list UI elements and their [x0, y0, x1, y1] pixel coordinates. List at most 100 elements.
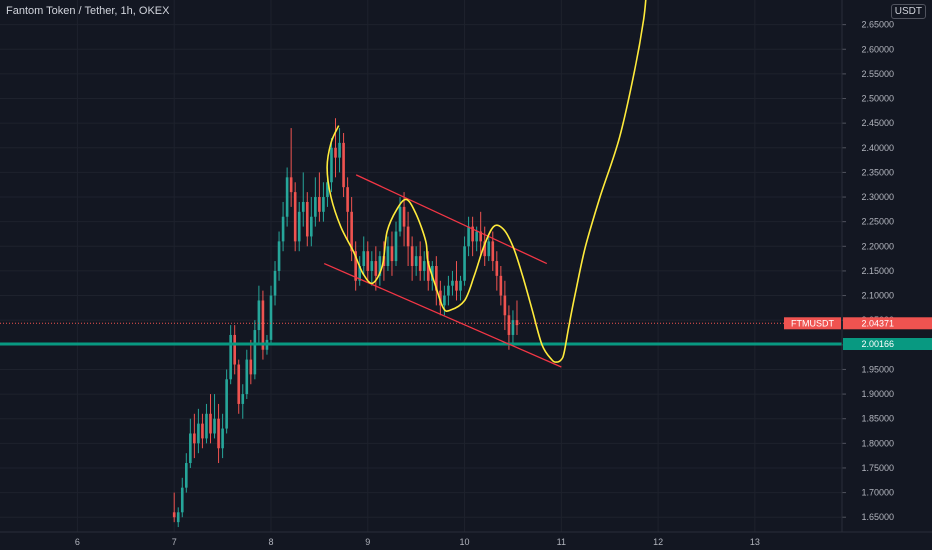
candle-up — [176, 512, 180, 523]
support-tag-bg — [843, 337, 932, 350]
candle-down — [261, 300, 265, 350]
candle-up — [443, 295, 446, 306]
drawings — [0, 0, 842, 368]
candle-down — [293, 192, 297, 242]
y-tick-label: 1.80000 — [861, 438, 894, 448]
candle-up — [422, 261, 426, 271]
y-tick-label: 1.85000 — [861, 414, 894, 424]
y-tick-label: 2.20000 — [861, 241, 894, 251]
candle-up — [245, 359, 249, 395]
candle-up — [467, 226, 470, 247]
candle-up — [310, 216, 313, 237]
candle-down — [318, 197, 321, 212]
last-price-tag-value: 2.04371 — [861, 318, 894, 328]
candle-down — [435, 266, 438, 291]
candle-up — [394, 231, 398, 262]
candle-down — [346, 187, 349, 212]
candle-up — [277, 241, 281, 271]
candle-up — [322, 197, 325, 212]
candle-down — [503, 295, 507, 316]
y-tick-label: 2.60000 — [861, 44, 894, 54]
candle-up — [184, 463, 188, 488]
last-price-tag-bg — [843, 317, 932, 330]
channel-upper-line — [355, 174, 548, 265]
y-tick-label: 1.65000 — [861, 512, 894, 522]
candle-up — [414, 256, 418, 266]
candle-up — [241, 394, 245, 404]
x-tick-label: 12 — [653, 537, 663, 547]
y-tick-label: 2.55000 — [861, 69, 894, 79]
candle-up — [301, 201, 305, 212]
candle-up — [386, 246, 390, 266]
channel-lower-line — [323, 262, 562, 368]
candle-down — [455, 280, 458, 291]
candle-down — [193, 433, 196, 444]
y-tick-label: 2.35000 — [861, 167, 894, 177]
y-tick-label: 2.15000 — [861, 266, 894, 276]
candle-up — [253, 330, 257, 375]
candle-up — [297, 211, 301, 242]
candle-down — [217, 418, 220, 449]
candle-up — [447, 285, 450, 296]
candle-down — [491, 241, 495, 262]
currency-selector[interactable]: USDT — [890, 4, 926, 19]
y-tick-label: 2.30000 — [861, 192, 894, 202]
candle-up — [197, 423, 200, 444]
candle-down — [237, 364, 241, 404]
candle-down — [418, 256, 422, 271]
candle-up — [213, 418, 216, 434]
candle-down — [305, 201, 309, 237]
candle-down — [350, 211, 353, 252]
candle-up — [273, 270, 277, 296]
candle-down — [439, 290, 442, 306]
candle-up — [511, 320, 515, 335]
candle-up — [189, 433, 192, 464]
chart-title: Fantom Token / Tether, 1h, OKEX — [6, 5, 170, 17]
candle-up — [257, 300, 261, 331]
candle-up — [225, 379, 228, 429]
candle-down — [172, 512, 176, 518]
candle-down — [402, 206, 406, 227]
candle-down — [426, 261, 430, 281]
candle-down — [479, 231, 482, 242]
candle-up — [378, 256, 382, 276]
candle-up — [229, 334, 232, 380]
candle-up — [362, 251, 366, 266]
y-tick-label: 2.45000 — [861, 118, 894, 128]
candle-up — [451, 280, 454, 286]
candle-down — [233, 334, 237, 365]
y-tick-label: 2.65000 — [861, 20, 894, 30]
candle-up — [358, 266, 362, 281]
candle-down — [483, 241, 487, 257]
candle-down — [366, 251, 370, 271]
x-tick-label: 9 — [365, 537, 370, 547]
candle-up — [398, 206, 402, 232]
candle-down — [342, 142, 345, 188]
candle-up — [221, 428, 224, 449]
candle-down — [495, 261, 499, 276]
y-tick-label: 1.95000 — [861, 364, 894, 374]
candle-down — [209, 413, 212, 434]
y-tick-label: 1.90000 — [861, 389, 894, 399]
candle-down — [334, 147, 337, 158]
y-tick-label: 2.50000 — [861, 94, 894, 104]
y-tick-label: 2.10000 — [861, 291, 894, 301]
y-tick-label: 1.70000 — [861, 488, 894, 498]
last-price-tag-symbol: FTMUSDT — [791, 318, 834, 328]
candle-down — [410, 246, 414, 266]
candle-down — [201, 423, 204, 439]
candle-down — [374, 261, 378, 276]
candle-up — [314, 197, 317, 217]
projection-path — [326, 0, 647, 363]
candle-up — [430, 266, 434, 281]
x-tick-label: 10 — [460, 537, 470, 547]
x-tick-label: 7 — [172, 537, 177, 547]
candle-down — [471, 226, 474, 242]
candle-up — [285, 177, 289, 217]
candle-down — [289, 177, 293, 193]
